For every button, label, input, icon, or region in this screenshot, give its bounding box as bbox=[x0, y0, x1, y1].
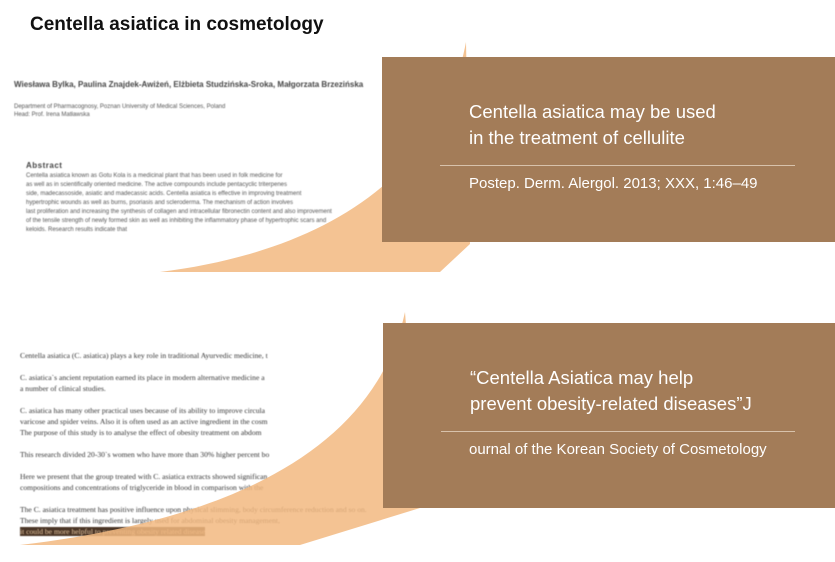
quote-card-cellulite: Centella asiatica may be used in the tre… bbox=[382, 57, 835, 242]
divider bbox=[441, 431, 795, 432]
abstract-line: as well as in scientifically oriented me… bbox=[26, 182, 288, 188]
quote-line: Centella asiatica may be used bbox=[469, 101, 716, 122]
paragraph: Here we present that the group treated w… bbox=[20, 472, 268, 492]
paragraph: C. asiatica`s ancient reputation earned … bbox=[20, 373, 265, 393]
callout-wedge-2 bbox=[20, 312, 420, 545]
paper-authors: Wiesława Bylka, Paulina Znajdek-Awiżeń, … bbox=[14, 80, 364, 89]
quote: “Centella Asiatica may help prevent obes… bbox=[470, 365, 752, 417]
abstract-line: side, madecassoside, asiatic and madecas… bbox=[26, 191, 302, 197]
quote-line: in the treatment of cellulite bbox=[469, 127, 685, 148]
abstract-line: keloids. Research results indicate that bbox=[26, 227, 128, 233]
abstract-text: Centella asiatica known as Gotu Kola is … bbox=[26, 172, 468, 235]
paragraph: Centella asiatica (C. asiatica) plays a … bbox=[20, 351, 268, 360]
quote: Centella asiatica may be used in the tre… bbox=[469, 99, 716, 151]
citation: Postep. Derm. Alergol. 2013; XXX, 1:46–4… bbox=[469, 175, 758, 192]
abstract-heading: Abstract bbox=[26, 161, 63, 170]
paragraph: C. asiatica has many other practical use… bbox=[20, 406, 268, 437]
quote-card-obesity: “Centella Asiatica may help prevent obes… bbox=[383, 323, 835, 508]
paper-excerpt-cellulite: Wiesława Bylka, Paulina Znajdek-Awiżeń, … bbox=[8, 80, 468, 235]
slide-title: Centella asiatica in cosmetology bbox=[30, 14, 324, 35]
quote-line: prevent obesity-related diseases”J bbox=[470, 393, 752, 414]
paragraph: This research divided 20-30`s women who … bbox=[20, 450, 270, 459]
head: Head: Prof. Irena Matławska bbox=[14, 112, 90, 118]
abstract-line: last proliferation and increasing the sy… bbox=[26, 209, 332, 215]
abstract-line: Centella asiatica known as Gotu Kola is … bbox=[26, 173, 283, 179]
paper-affiliation: Department of Pharmacognosy, Poznan Univ… bbox=[14, 103, 468, 119]
abstract-line: of the tensile strength of newly formed … bbox=[26, 218, 327, 224]
abstract-line: hypertrophic wounds as well as burns, ps… bbox=[26, 200, 294, 206]
quote-line: “Centella Asiatica may help bbox=[470, 367, 694, 388]
department: Department of Pharmacognosy, Poznan Univ… bbox=[14, 104, 226, 110]
divider bbox=[440, 165, 795, 166]
citation: ournal of the Korean Society of Cosmetol… bbox=[469, 441, 767, 458]
